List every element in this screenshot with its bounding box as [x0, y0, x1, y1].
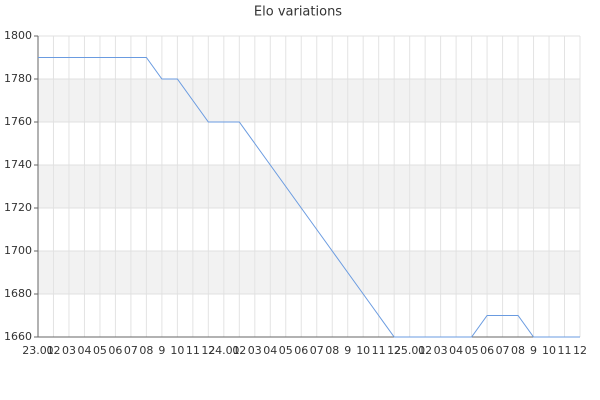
x-tick-label: 05: [93, 344, 107, 357]
x-tick-label: 06: [108, 344, 122, 357]
x-tick-label: 06: [294, 344, 308, 357]
x-tick-label: 12: [573, 344, 587, 357]
x-tick-label: 25.01: [394, 344, 426, 357]
x-tick-label: 07: [496, 344, 510, 357]
x-tick-label: 02: [232, 344, 246, 357]
y-tick-label: 1760: [4, 115, 32, 128]
x-tick-label: 9: [344, 344, 351, 357]
x-tick-label: 11: [558, 344, 572, 357]
x-tick-label: 07: [124, 344, 138, 357]
y-tick-label: 1800: [4, 29, 32, 42]
x-tick-label: 04: [449, 344, 463, 357]
x-tick-label: 23.01: [22, 344, 54, 357]
x-tick-label: 08: [325, 344, 339, 357]
x-tick-label: 04: [263, 344, 277, 357]
x-tick-label: 05: [279, 344, 293, 357]
x-tick-label: 05: [465, 344, 479, 357]
grid-band: [38, 79, 580, 122]
line: [38, 57, 580, 338]
chart-title: Elo variations: [254, 5, 342, 20]
grid-band: [38, 165, 580, 208]
x-tick-label: 07: [310, 344, 324, 357]
x-tick-label: 02: [46, 344, 60, 357]
y-tick-label: 1700: [4, 244, 32, 257]
y-tick-label: 1780: [4, 72, 32, 85]
x-tick-label: 9: [158, 344, 165, 357]
x-tick-label: 08: [511, 344, 525, 357]
x-tick-label: 11: [372, 344, 386, 357]
x-tick-label: 08: [139, 344, 153, 357]
x-tick-label: 24.01: [208, 344, 240, 357]
y-tick-label: 1680: [4, 287, 32, 300]
y-tick-label: 1740: [4, 158, 32, 171]
x-tick-label: 11: [186, 344, 200, 357]
x-tick-label: 10: [356, 344, 370, 357]
x-tick-label: 02: [418, 344, 432, 357]
x-tick-label: 04: [77, 344, 91, 357]
x-tick-label: 06: [480, 344, 494, 357]
x-tick-label: 03: [248, 344, 262, 357]
x-tick-label: 03: [62, 344, 76, 357]
x-tick-label: 03: [434, 344, 448, 357]
x-tick-label: 10: [170, 344, 184, 357]
x-tick-label: 9: [530, 344, 537, 357]
x-tick-label: 12: [201, 344, 215, 357]
grid-band: [38, 251, 580, 294]
y-tick-label: 1720: [4, 201, 32, 214]
y-tick-label: 1660: [4, 330, 32, 343]
x-tick-label: 10: [542, 344, 556, 357]
x-tick-label: 12: [387, 344, 401, 357]
